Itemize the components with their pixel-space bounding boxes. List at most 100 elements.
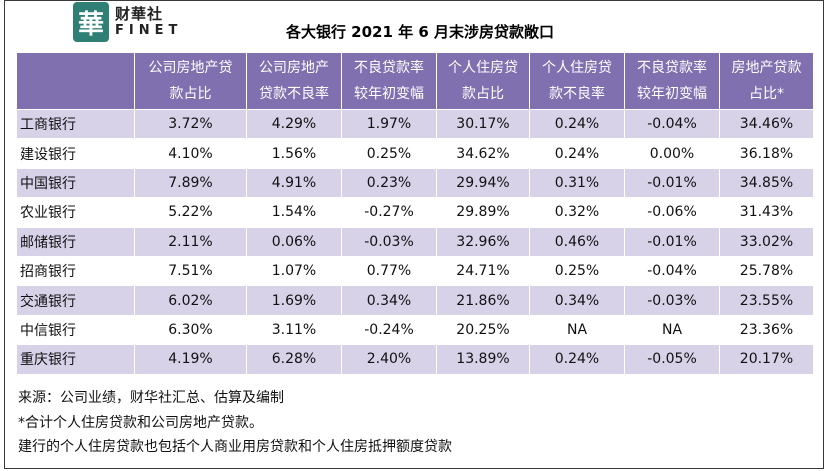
value-cell: 2.11% bbox=[134, 226, 247, 257]
column-header-line2: 款不良率 bbox=[549, 86, 605, 102]
value-cell: -0.04% bbox=[624, 108, 720, 140]
table-row: 中国银行 7.89% 4.91% 0.23% 29.94% 0.31% -0.01% 34.8… bbox=[16, 167, 814, 199]
value-cell: -0.03% bbox=[624, 285, 720, 316]
value-cell: 0.34% bbox=[341, 285, 437, 316]
footnotes: 来源：公司业绩，财华社汇总、估算及编制 *合计个人住房贷款和公司房地产贷款。 建… bbox=[18, 386, 452, 460]
value-cell: 29.89% bbox=[436, 197, 530, 228]
value-cell: 23.55% bbox=[719, 285, 814, 316]
table-row: 农业银行 5.22% 1.54% -0.27% 29.89% 0.32% -0.06% 31.… bbox=[16, 197, 814, 228]
value-cell: 0.25% bbox=[529, 255, 625, 287]
value-cell: 0.77% bbox=[341, 255, 437, 287]
value-cell: -0.01% bbox=[624, 167, 720, 199]
column-header-line2: 较年初变幅 bbox=[637, 86, 707, 102]
bank-name-cell: 工商银行 bbox=[16, 108, 135, 140]
footnote-ccb: 建行的个人住房贷款也包括个人商业用房贷款和个人住房抵押额度贷款 bbox=[18, 439, 452, 455]
column-header-line2: 较年初变幅 bbox=[354, 86, 424, 102]
column-header-4: 个人住房贷 款占比 bbox=[436, 52, 530, 110]
value-cell: 2.40% bbox=[341, 344, 437, 375]
bank-name-cell: 建设银行 bbox=[16, 138, 135, 169]
value-cell: 24.71% bbox=[436, 255, 530, 287]
value-cell: 7.89% bbox=[134, 167, 247, 199]
value-cell: 20.17% bbox=[719, 344, 814, 375]
value-cell: 1.54% bbox=[246, 197, 342, 228]
footnote-definition: *合计个人住房贷款和公司房地产贷款。 bbox=[18, 414, 263, 431]
value-cell: 3.72% bbox=[134, 108, 247, 140]
value-cell: 6.28% bbox=[246, 344, 342, 375]
column-header-1: 公司房地产贷 款占比 bbox=[134, 52, 247, 110]
brand-name-cn: 财華社 bbox=[115, 5, 164, 23]
footnote-source: 来源：公司业绩，财华社汇总、估算及编制 bbox=[18, 390, 284, 406]
value-cell: 29.94% bbox=[436, 167, 530, 199]
value-cell: 30.17% bbox=[436, 108, 530, 140]
column-header-line1: 房地产贷款 bbox=[731, 60, 802, 76]
value-cell: -0.01% bbox=[624, 226, 720, 257]
column-header-line2: 贷款不良率 bbox=[259, 86, 329, 102]
value-cell: NA bbox=[529, 314, 625, 346]
table-title: 各大银行 2021 年 6 月末涉房贷款敞口 bbox=[285, 23, 555, 41]
value-cell: 0.23% bbox=[341, 167, 437, 199]
value-cell: 32.96% bbox=[436, 226, 530, 257]
value-cell: -0.05% bbox=[624, 344, 720, 375]
brand-name-en: FINET bbox=[115, 23, 183, 38]
value-cell: 23.36% bbox=[719, 314, 814, 346]
bank-name-cell: 农业银行 bbox=[16, 197, 135, 228]
column-header-line2: 占比* bbox=[749, 86, 784, 102]
column-header-line2: 款占比 bbox=[169, 86, 212, 102]
header-row: 公司房地产贷 款占比 公司房地产 贷款不良率 不良贷款率 较年初变幅 个人住房贷 款占比 个人住… bbox=[16, 52, 814, 110]
value-cell: 0.32% bbox=[529, 197, 625, 228]
bank-name-cell: 中信银行 bbox=[16, 314, 135, 346]
bank-name-cell: 邮储银行 bbox=[16, 226, 135, 257]
table-row: 交通银行 6.02% 1.69% 0.34% 21.86% 0.34% -0.03% 23.5… bbox=[16, 285, 814, 316]
value-cell: 7.51% bbox=[134, 255, 247, 287]
value-cell: 36.18% bbox=[719, 138, 814, 169]
table-row: 邮储银行 2.11% 0.06% -0.03% 32.96% 0.46% -0.01% 33.… bbox=[16, 226, 814, 257]
value-cell: 33.02% bbox=[719, 226, 814, 257]
value-cell: 4.10% bbox=[134, 138, 247, 169]
report-frame: 華 财華社 FINET 各大银行 2021 年 6 月末涉房贷款敞口 華 财華社… bbox=[4, 0, 824, 469]
column-header-line1: 公司房地产 bbox=[259, 60, 329, 76]
value-cell: 0.46% bbox=[529, 226, 625, 257]
bank-exposure-table: 公司房地产贷 款占比 公司房地产 贷款不良率 不良贷款率 较年初变幅 个人住房贷 款占比 个人住… bbox=[16, 52, 814, 375]
bank-name-cell: 重庆银行 bbox=[16, 344, 135, 375]
table-row: 招商银行 7.51% 1.07% 0.77% 24.71% 0.25% -0.04% 25.7… bbox=[16, 255, 814, 287]
value-cell: 4.91% bbox=[246, 167, 342, 199]
column-header-7: 房地产贷款占比* bbox=[719, 52, 814, 110]
value-cell: 0.24% bbox=[529, 138, 625, 169]
table-row: 中信银行 6.30% 3.11% -0.24% 20.25% NA NA 23.36% bbox=[16, 314, 814, 346]
value-cell: NA bbox=[624, 314, 720, 346]
table-body: 工商银行 3.72% 4.29% 1.97% 30.17% 0.24% -0.04% 34.4… bbox=[16, 108, 814, 375]
value-cell: 34.62% bbox=[436, 138, 530, 169]
bank-name-cell: 招商银行 bbox=[16, 255, 135, 287]
column-header-line1: 个人住房贷 bbox=[542, 60, 612, 76]
value-cell: -0.24% bbox=[341, 314, 437, 346]
bank-name-cell: 中国银行 bbox=[16, 167, 135, 199]
column-header-line1: 不良贷款率 bbox=[354, 60, 424, 76]
value-cell: 21.86% bbox=[436, 285, 530, 316]
value-cell: 0.25% bbox=[341, 138, 437, 169]
value-cell: 34.85% bbox=[719, 167, 814, 199]
value-cell: 4.29% bbox=[246, 108, 342, 140]
value-cell: 1.07% bbox=[246, 255, 342, 287]
value-cell: 0.06% bbox=[246, 226, 342, 257]
value-cell: 20.25% bbox=[436, 314, 530, 346]
logo-char: 華 bbox=[77, 9, 104, 40]
value-cell: 3.11% bbox=[246, 314, 342, 346]
value-cell: 0.31% bbox=[529, 167, 625, 199]
value-cell: -0.03% bbox=[341, 226, 437, 257]
column-header-6: 不良贷款率较年初变幅 bbox=[624, 52, 720, 110]
column-header-line1: 个人住房贷 bbox=[448, 60, 518, 76]
value-cell: 5.22% bbox=[134, 197, 247, 228]
table-row: 重庆银行 4.19% 6.28% 2.40% 13.89% 0.24% -0.05% 20.1… bbox=[16, 344, 814, 375]
column-header-line1: 不良贷款率 bbox=[637, 60, 707, 76]
table-row: 建设银行 4.10% 1.56% 0.25% 34.62% 0.24% 0.00% 36.18… bbox=[16, 138, 814, 169]
value-cell: -0.27% bbox=[341, 197, 437, 228]
value-cell: 13.89% bbox=[436, 344, 530, 375]
column-header-5: 个人住房贷 款不良率 bbox=[529, 52, 625, 110]
value-cell: 0.34% bbox=[529, 285, 625, 316]
value-cell: 6.30% bbox=[134, 314, 247, 346]
value-cell: 1.56% bbox=[246, 138, 342, 169]
column-header-0 bbox=[16, 52, 135, 110]
value-cell: 0.24% bbox=[529, 344, 625, 375]
table-row: 工商银行 3.72% 4.29% 1.97% 30.17% 0.24% -0.04% 34.4… bbox=[16, 108, 814, 140]
value-cell: 4.19% bbox=[134, 344, 247, 375]
